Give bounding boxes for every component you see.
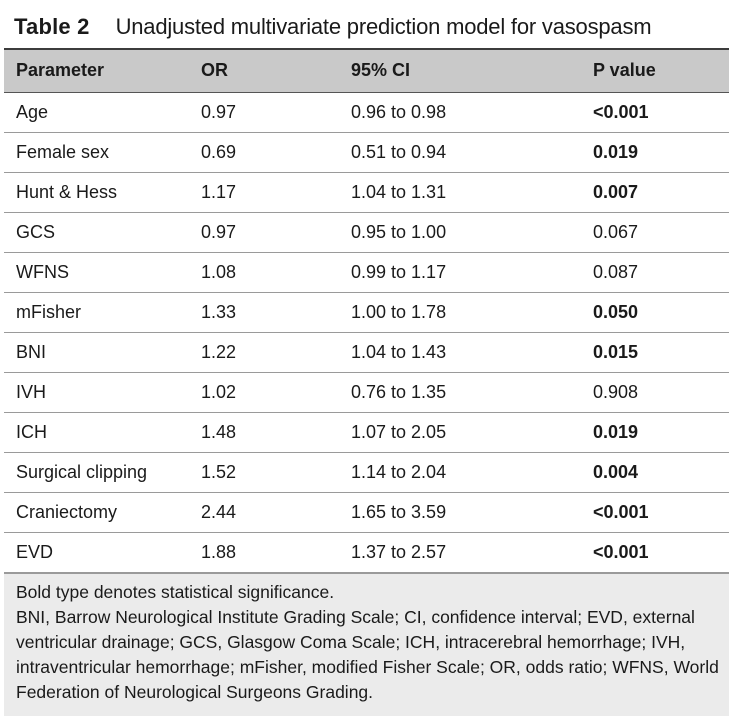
cell-ci: 1.65 to 3.59 <box>351 501 447 522</box>
header-or: OR <box>189 50 339 93</box>
cell-or: 2.44 <box>201 501 237 522</box>
cell-p-value: 0.908 <box>593 381 639 402</box>
header-p-value: P value <box>581 50 729 93</box>
table-caption: Table 2 Unadjusted multivariate predicti… <box>4 6 729 50</box>
cell-p-value: 0.087 <box>593 261 639 282</box>
cell-ci: 1.14 to 2.04 <box>351 461 447 482</box>
cell-parameter: BNI <box>16 341 47 362</box>
cell-p-value: 0.007 <box>593 181 639 202</box>
cell-or: 1.33 <box>201 301 237 322</box>
cell-parameter: mFisher <box>16 301 82 322</box>
cell-p-value: <0.001 <box>593 541 649 562</box>
cell-parameter: EVD <box>16 541 54 562</box>
cell-p-value: 0.015 <box>593 341 639 362</box>
table-row: Age 0.97 0.96 to 0.98 <0.001 <box>4 92 729 132</box>
cell-p-value: <0.001 <box>593 501 649 522</box>
cell-parameter: Age <box>16 101 49 122</box>
cell-parameter: Hunt & Hess <box>16 181 118 202</box>
cell-parameter: Surgical clipping <box>16 461 148 482</box>
cell-parameter: WFNS <box>16 261 69 282</box>
table-row: IVH 1.02 0.76 to 1.35 0.908 <box>4 372 729 412</box>
cell-ci: 1.37 to 2.57 <box>351 541 447 562</box>
cell-or: 1.88 <box>201 541 237 562</box>
cell-or: 1.17 <box>201 181 237 202</box>
cell-p-value: <0.001 <box>593 101 649 122</box>
cell-or: 1.48 <box>201 421 237 442</box>
cell-ci: 0.76 to 1.35 <box>351 381 447 402</box>
cell-p-value: 0.067 <box>593 221 639 242</box>
table-row: GCS 0.97 0.95 to 1.00 0.067 <box>4 212 729 252</box>
cell-ci: 0.51 to 0.94 <box>351 141 447 162</box>
cell-ci: 1.07 to 2.05 <box>351 421 447 442</box>
cell-p-value: 0.019 <box>593 421 639 442</box>
cell-ci: 0.95 to 1.00 <box>351 221 447 242</box>
table-label: Table 2 <box>14 14 90 39</box>
table-row: Surgical clipping 1.52 1.14 to 2.04 0.004 <box>4 452 729 492</box>
table-body: Age 0.97 0.96 to 0.98 <0.001 Female sex 0.69 0… <box>4 92 729 572</box>
cell-or: 1.22 <box>201 341 237 362</box>
table-row: ICH 1.48 1.07 to 2.05 0.019 <box>4 412 729 452</box>
table-row: Female sex 0.69 0.51 to 0.94 0.019 <box>4 132 729 172</box>
cell-ci: 1.00 to 1.78 <box>351 301 447 322</box>
header-ci: 95% CI <box>339 50 581 93</box>
cell-p-value: 0.050 <box>593 301 639 322</box>
table-footnote: Bold type denotes statistical significan… <box>4 572 729 716</box>
cell-ci: 0.96 to 0.98 <box>351 101 447 122</box>
cell-or: 0.69 <box>201 141 237 162</box>
cell-or: 1.52 <box>201 461 237 482</box>
cell-parameter: GCS <box>16 221 56 242</box>
table-row: BNI 1.22 1.04 to 1.43 0.015 <box>4 332 729 372</box>
cell-parameter: Female sex <box>16 141 110 162</box>
header-parameter: Parameter <box>4 50 189 93</box>
cell-parameter: IVH <box>16 381 47 402</box>
results-table: Parameter OR 95% CI P value Age 0.97 0.96 … <box>4 50 729 573</box>
cell-ci: 0.99 to 1.17 <box>351 261 447 282</box>
cell-or: 0.97 <box>201 101 237 122</box>
cell-or: 1.08 <box>201 261 237 282</box>
table-row: WFNS 1.08 0.99 to 1.17 0.087 <box>4 252 729 292</box>
cell-ci: 1.04 to 1.43 <box>351 341 447 362</box>
cell-parameter: ICH <box>16 421 47 442</box>
table-title: Unadjusted multivariate prediction model… <box>115 14 652 39</box>
footnote-significance: Bold type denotes statistical significan… <box>16 581 335 602</box>
cell-ci: 1.04 to 1.31 <box>351 181 447 202</box>
table-row: EVD 1.88 1.37 to 2.57 <0.001 <box>4 532 729 572</box>
header-row: Parameter OR 95% CI P value <box>4 50 729 93</box>
table-row: Hunt & Hess 1.17 1.04 to 1.31 0.007 <box>4 172 729 212</box>
table-row: Craniectomy 2.44 1.65 to 3.59 <0.001 <box>4 492 729 532</box>
cell-or: 1.02 <box>201 381 237 402</box>
footnote-abbreviations: BNI, Barrow Neurological Institute Gradi… <box>16 606 719 702</box>
cell-parameter: Craniectomy <box>16 501 118 522</box>
cell-p-value: 0.004 <box>593 461 639 482</box>
cell-or: 0.97 <box>201 221 237 242</box>
table-row: mFisher 1.33 1.00 to 1.78 0.050 <box>4 292 729 332</box>
cell-p-value: 0.019 <box>593 141 639 162</box>
